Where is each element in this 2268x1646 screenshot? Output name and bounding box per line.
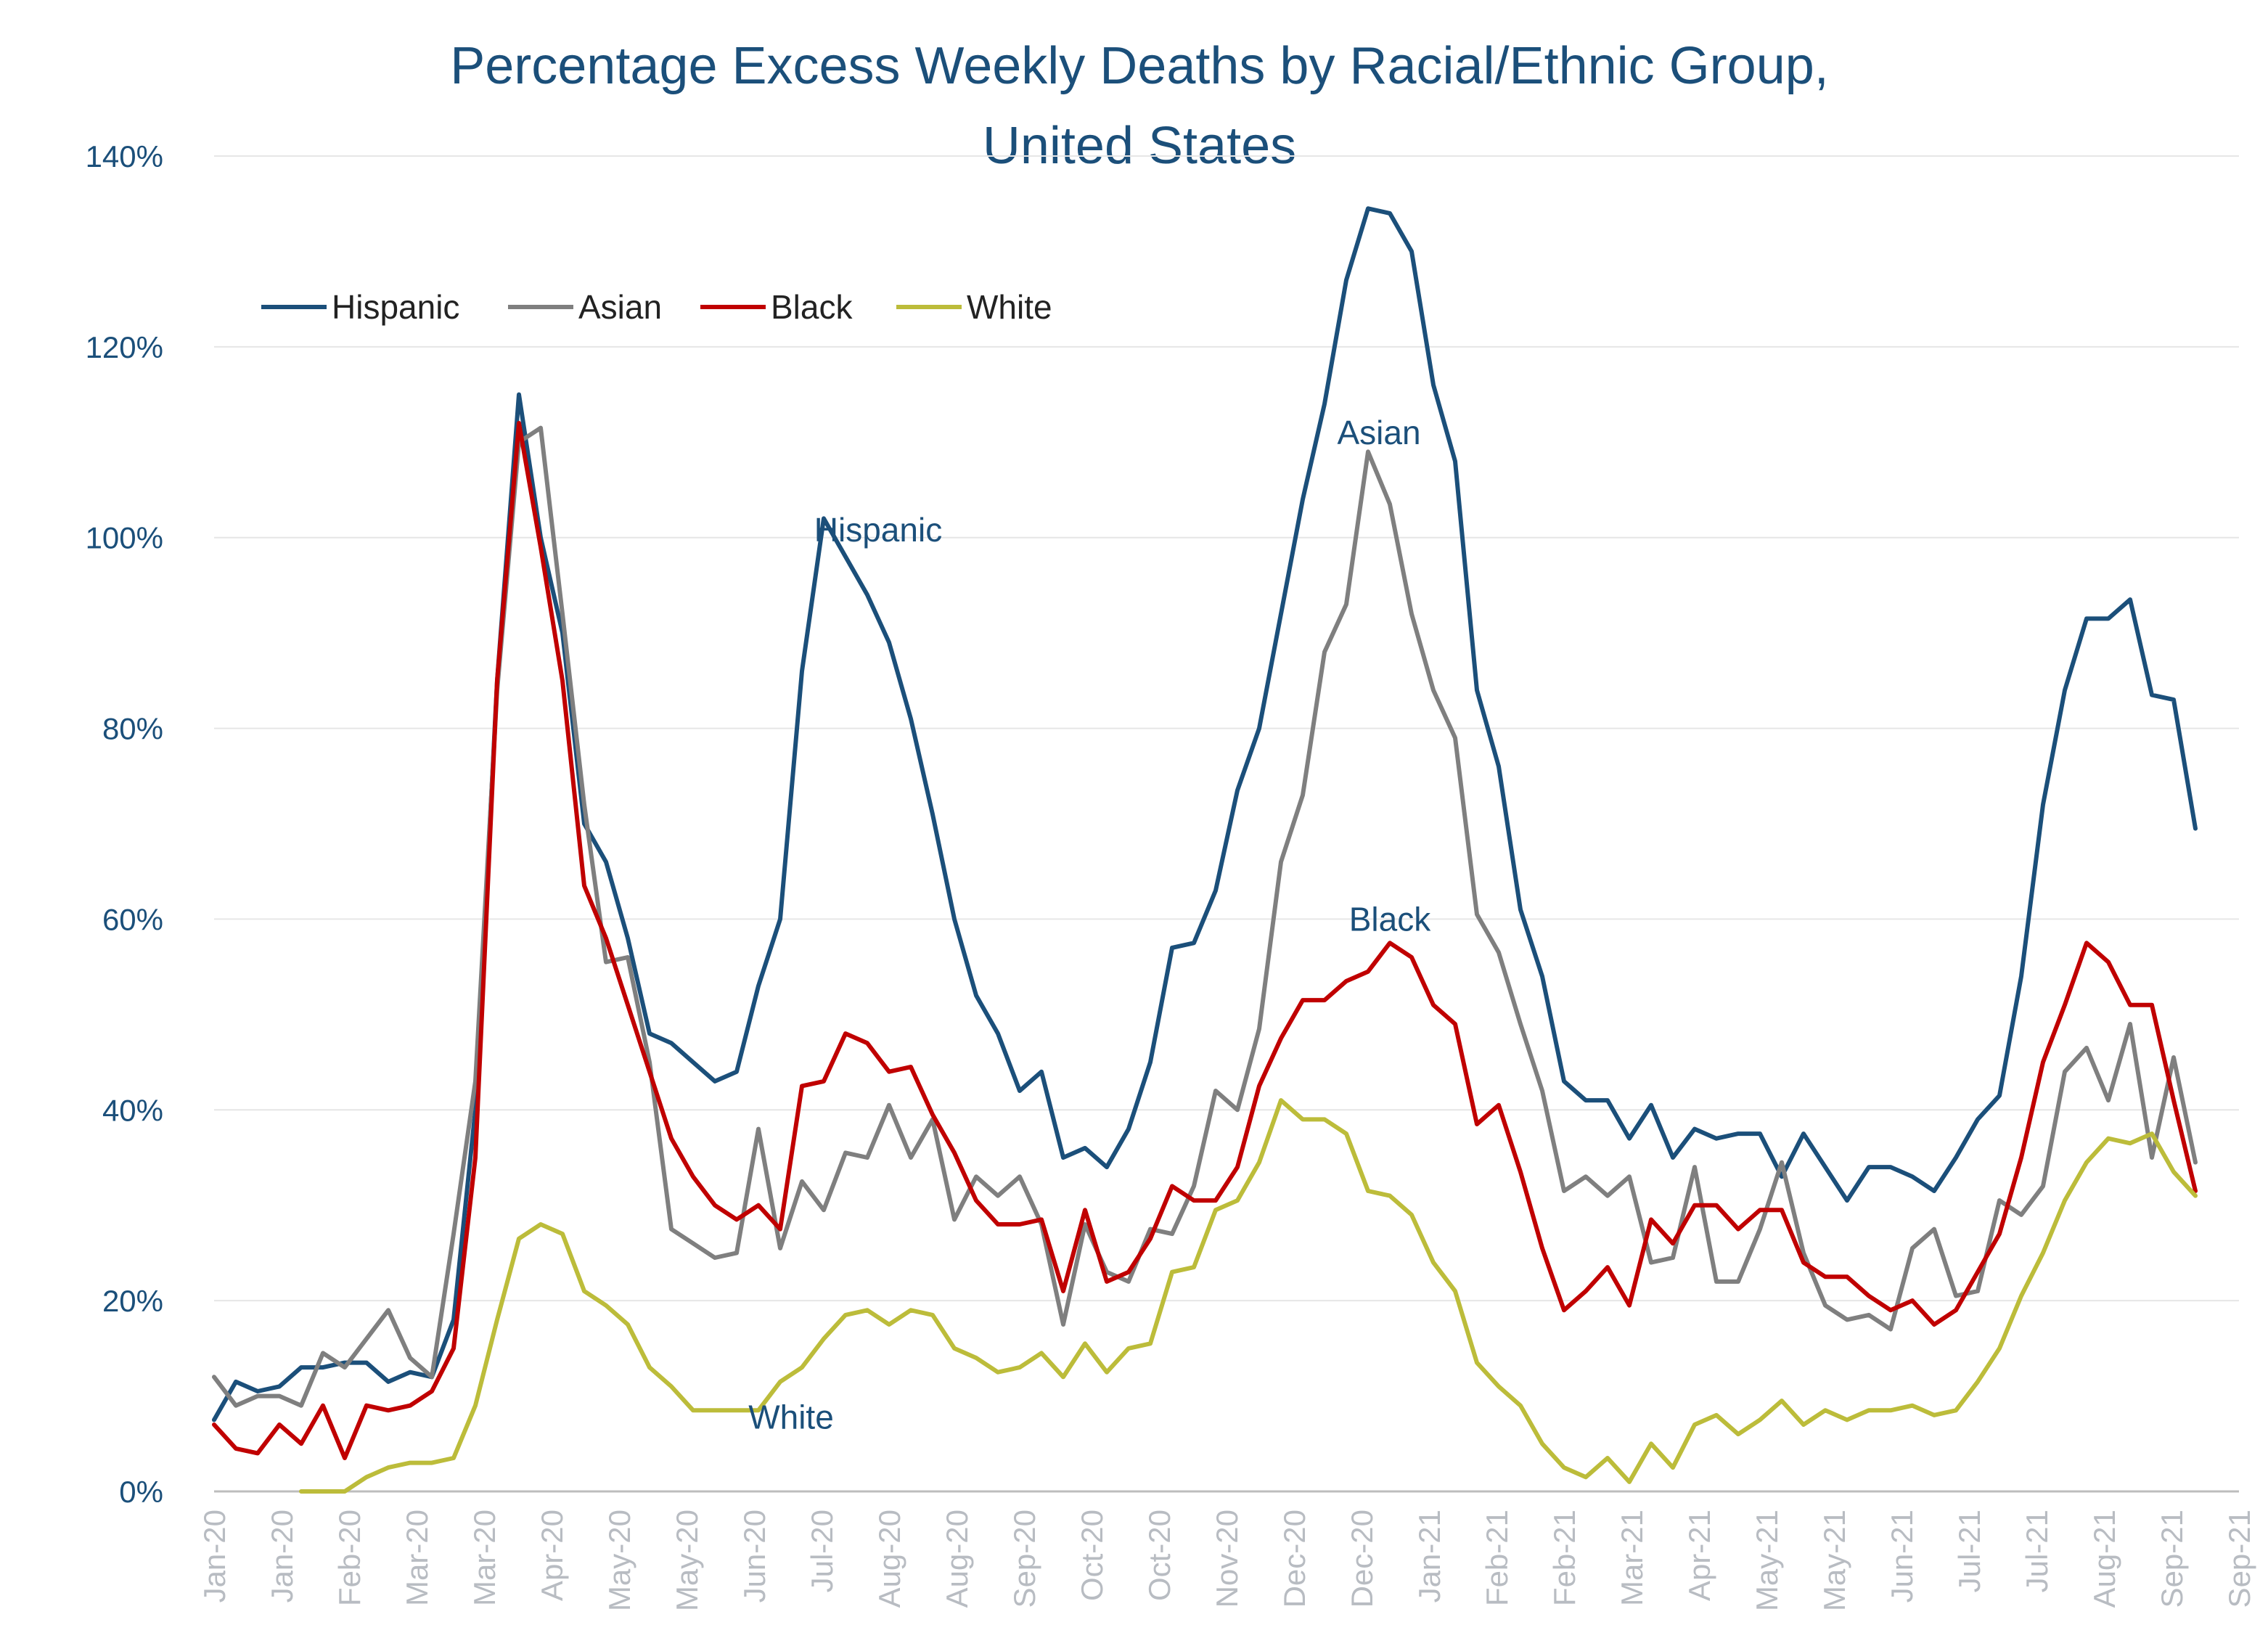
y-tick-label: 80%	[102, 712, 163, 746]
x-tick-label: Aug-20	[940, 1510, 974, 1608]
annotation-black: Black	[1349, 900, 1431, 938]
x-tick-label: Oct-20	[1075, 1510, 1109, 1601]
series-line-hispanic	[212, 206, 2198, 1422]
x-tick-label: Mar-21	[1615, 1510, 1649, 1606]
x-axis-ticks: Jan-20 Jan-20 Feb-20 Mar-20 Mar-20 Apr-20 May-…	[197, 1510, 2256, 1611]
x-tick-label: Jun-20	[737, 1510, 771, 1602]
y-tick-label: 120%	[86, 330, 163, 364]
x-tick-label: Feb-21	[1547, 1510, 1581, 1606]
annotation-asian: Asian	[1337, 414, 1420, 451]
y-tick-label: 0%	[119, 1475, 163, 1509]
x-tick-label: Feb-21	[1480, 1510, 1514, 1606]
x-tick-label: Aug-21	[2087, 1510, 2121, 1608]
gridlines	[214, 155, 2239, 1302]
y-axis-ticks: 0% 20% 40% 60% 80% 100% 120% 140%	[86, 139, 163, 1509]
annotation-hispanic: Hispanic	[814, 511, 942, 549]
y-tick-label: 20%	[102, 1284, 163, 1318]
x-tick-label: May-21	[1750, 1510, 1784, 1611]
chart-title-line2: United States	[983, 117, 1296, 175]
x-tick-label: Apr-21	[1682, 1510, 1716, 1601]
legend-label-white: White	[967, 288, 1052, 326]
chart-title-line1: Percentage Excess Weekly Deaths by Racia…	[450, 37, 1829, 95]
x-tick-label: Sep-21	[2155, 1510, 2189, 1608]
x-tick-label: Dec-20	[1345, 1510, 1379, 1608]
annotation-white: White	[748, 1398, 834, 1436]
legend-label-hispanic: Hispanic	[332, 288, 459, 326]
x-tick-label: Sep-20	[1007, 1510, 1041, 1608]
x-tick-label: Oct-20	[1142, 1510, 1176, 1601]
y-tick-label: 140%	[86, 139, 163, 173]
x-tick-label: Dec-20	[1277, 1510, 1311, 1608]
x-tick-label: Apr-20	[535, 1510, 569, 1601]
x-tick-label: May-20	[670, 1510, 704, 1611]
series-line-asian	[212, 425, 2198, 1408]
x-tick-label: Nov-20	[1210, 1510, 1244, 1608]
x-tick-label: Jan-21	[1412, 1510, 1446, 1602]
y-tick-label: 40%	[102, 1093, 163, 1127]
legend-label-asian: Asian	[578, 288, 662, 326]
x-tick-label: Jun-21	[1885, 1510, 1919, 1602]
x-tick-label: Jul-21	[1952, 1510, 1986, 1592]
annotations: Hispanic Asian Black White	[748, 414, 1431, 1436]
x-tick-label: Mar-20	[467, 1510, 502, 1606]
y-tick-label: 100%	[86, 521, 163, 555]
x-tick-label: Mar-20	[400, 1510, 434, 1606]
x-tick-label: Aug-20	[872, 1510, 906, 1608]
x-tick-label: May-20	[602, 1510, 636, 1611]
x-tick-label: Sep-21	[2222, 1510, 2256, 1608]
y-tick-label: 60%	[102, 902, 163, 936]
series-lines	[212, 206, 2198, 1494]
legend: Hispanic Asian Black White	[261, 288, 1052, 326]
x-tick-label: Jan-20	[197, 1510, 232, 1602]
x-tick-label: Jul-20	[805, 1510, 839, 1592]
x-tick-label: Jul-21	[2020, 1510, 2054, 1592]
x-tick-label: Jan-20	[265, 1510, 299, 1602]
series-line-black	[212, 421, 2198, 1460]
x-tick-label: May-21	[1817, 1510, 1851, 1611]
series-line-white	[299, 1098, 2198, 1494]
x-tick-label: Feb-20	[332, 1510, 367, 1606]
legend-label-black: Black	[771, 288, 853, 326]
